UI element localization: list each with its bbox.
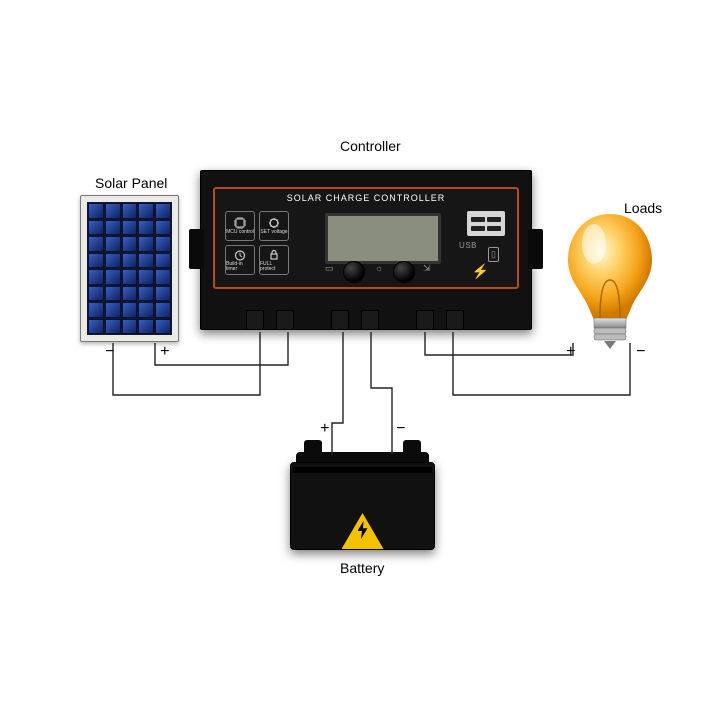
panel-pos: + [160, 343, 170, 361]
terminal-1[interactable] [246, 310, 264, 330]
controller-title: SOLAR CHARGE CONTROLLER [215, 193, 517, 203]
terminal-3[interactable] [331, 310, 349, 330]
terminal-5[interactable] [416, 310, 434, 330]
bulb-small-icon: ☼ [375, 263, 383, 273]
battery-label: Battery [340, 560, 384, 576]
phone-icon: ▯ [488, 247, 499, 262]
terminal-2[interactable] [276, 310, 294, 330]
controller-label: Controller [340, 138, 401, 154]
lock-icon: FULL protect [259, 245, 289, 275]
bat-pos: + [320, 420, 330, 438]
bolt-icon: ⚡ [472, 263, 489, 280]
set-voltage-icon: SET voltage [259, 211, 289, 241]
usb-port-block [467, 211, 505, 236]
bulb-pos: + [566, 343, 576, 361]
controller-bezel: SOLAR CHARGE CONTROLLER MCU control SET … [213, 187, 519, 289]
usb-label: USB [459, 241, 477, 250]
lcd-screen [325, 213, 441, 264]
mcu-control-icon: MCU control [225, 211, 255, 241]
mount-ear-left [189, 229, 204, 269]
hazard-icon [342, 513, 384, 549]
battery [290, 440, 435, 550]
mount-ear-right [528, 229, 543, 269]
terminal-4[interactable] [361, 310, 379, 330]
panel-neg: − [105, 343, 115, 361]
button-right[interactable] [393, 261, 415, 283]
solar-panel-grid [87, 202, 172, 335]
button-left[interactable] [343, 261, 365, 283]
controller: SOLAR CHARGE CONTROLLER MCU control SET … [200, 170, 532, 330]
panel-icon: ▭ [325, 263, 334, 274]
solar-panel [80, 195, 179, 342]
bat-neg: − [396, 420, 406, 438]
bulb-neg: − [636, 343, 646, 361]
timer-icon: Build-in timer [225, 245, 255, 275]
arrow-icon: ⇲ [423, 263, 431, 274]
diagram-stage: Controller Solar Panel Loads Battery − +… [0, 0, 720, 720]
solar-panel-label: Solar Panel [95, 175, 167, 191]
light-bulb [560, 210, 660, 360]
terminal-6[interactable] [446, 310, 464, 330]
